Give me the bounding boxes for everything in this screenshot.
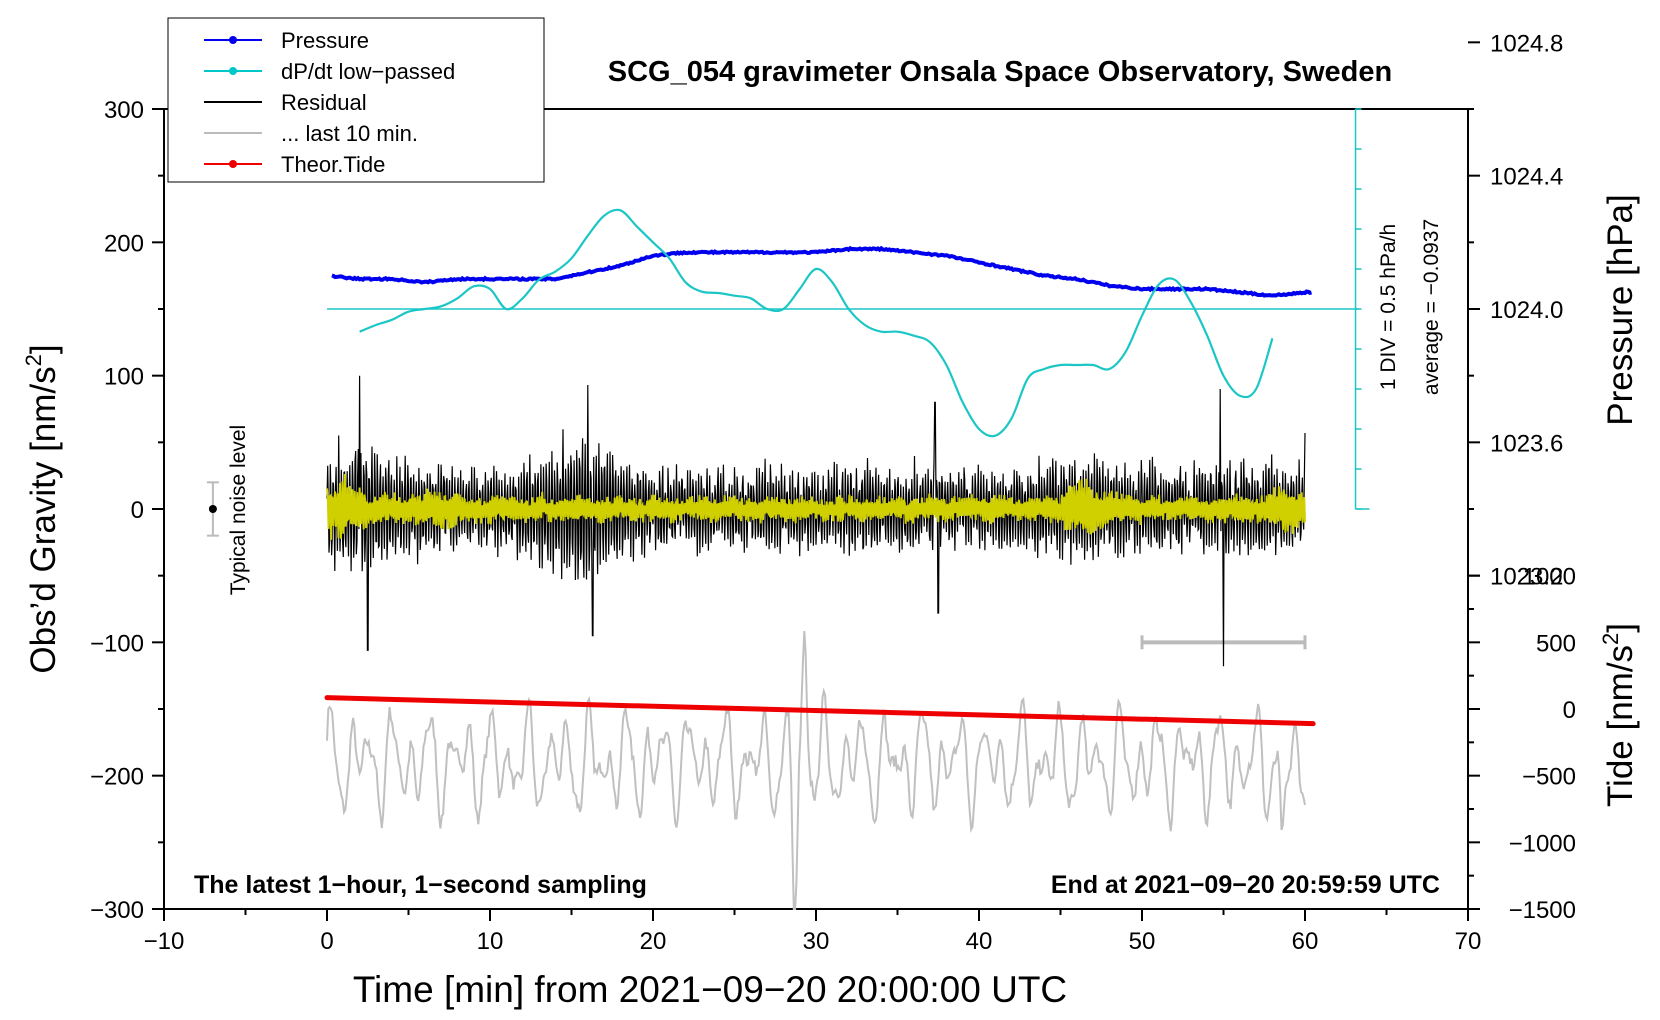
tide-tick-label: 0 [1563, 697, 1576, 724]
dpdt-curve [359, 208, 1274, 438]
legend-label: Residual [281, 90, 367, 115]
y-tick-label: −200 [90, 764, 144, 791]
sampling-annotation: The latest 1−hour, 1−second sampling [194, 871, 647, 899]
legend-label: dP/dt low−passed [281, 59, 455, 84]
x-tick-label: 40 [966, 928, 993, 955]
tide-tick-label: −500 [1522, 764, 1576, 791]
pressure-line [331, 245, 1312, 298]
residual-smoothed-trace [326, 473, 1306, 540]
legend: Pressure dP/dt low−passed Residual ... last… [167, 17, 545, 183]
x-axis-label: Time [min] from 2021−09−20 20:00:00 UTC [353, 969, 1067, 1010]
y-tick-label: 100 [104, 364, 144, 391]
axis-layer: −10 0 10 20 30 40 50 60 703002001000−100−200−300… [90, 30, 1576, 955]
legend-box [167, 17, 545, 183]
y-tick-label: 300 [104, 97, 144, 124]
tide-tick-label: −1000 [1509, 830, 1576, 857]
legend-label: Pressure [281, 28, 369, 53]
x-tick-label: 60 [1292, 928, 1319, 955]
tide-axis-label: Tide [nm/s2] [1598, 623, 1640, 807]
pressure-tick-label: 1024.0 [1490, 297, 1563, 324]
tide-tick-label: −1500 [1509, 897, 1576, 924]
zero-line-layer [327, 108, 1370, 510]
pressure-tick-label: 1024.4 [1490, 164, 1563, 191]
theoretical-tide-line [324, 695, 1316, 727]
tide-tick-label: 1000 [1523, 564, 1576, 591]
legend-entries: Pressure dP/dt low−passed Residual ... last… [204, 28, 455, 177]
x-tick-label: 10 [477, 928, 504, 955]
last-10-min-trace [326, 631, 1306, 910]
x-tick-label: 20 [640, 928, 667, 955]
y-axis-label: Obs’d Gravity [nm/s2] [21, 344, 63, 673]
legend-label: ... last 10 min. [281, 121, 418, 146]
noise-level-dot [208, 505, 217, 513]
x-tick-label: −10 [144, 928, 185, 955]
x-tick-label: 50 [1129, 928, 1156, 955]
pressure-axis-label: Pressure [hPa] [1601, 194, 1640, 426]
pressure-tick-label: 1023.6 [1490, 430, 1563, 457]
noise-level-label: Typical noise level [227, 425, 250, 595]
legend-marker [229, 36, 237, 44]
legend-marker [229, 160, 237, 168]
x-tick-label: 70 [1455, 928, 1482, 955]
average-label: average = −0.0937 [1420, 219, 1443, 395]
chart-title: SCG_054 gravimeter Onsala Space Observat… [608, 56, 1392, 88]
legend-marker [229, 67, 237, 75]
y-tick-label: −300 [90, 897, 144, 924]
y-tick-label: 200 [104, 230, 144, 257]
pressure-tick-label: 1023.2 [1490, 564, 1563, 591]
legend-label: Theor.Tide [281, 152, 385, 177]
y-tick-label: −100 [90, 630, 144, 657]
tide-tick-label: 500 [1536, 630, 1576, 657]
pressure-tick-label: 1024.8 [1490, 30, 1563, 57]
end-time-annotation: End at 2021−09−20 20:59:59 UTC [1051, 871, 1440, 899]
residual-trace [326, 375, 1306, 667]
y-tick-label: 0 [131, 497, 144, 524]
data-layer [206, 208, 1316, 910]
x-tick-label: 0 [320, 928, 333, 955]
div-scale-label: 1 DIV = 0.5 hPa/h [1377, 224, 1400, 390]
x-tick-label: 30 [803, 928, 830, 955]
